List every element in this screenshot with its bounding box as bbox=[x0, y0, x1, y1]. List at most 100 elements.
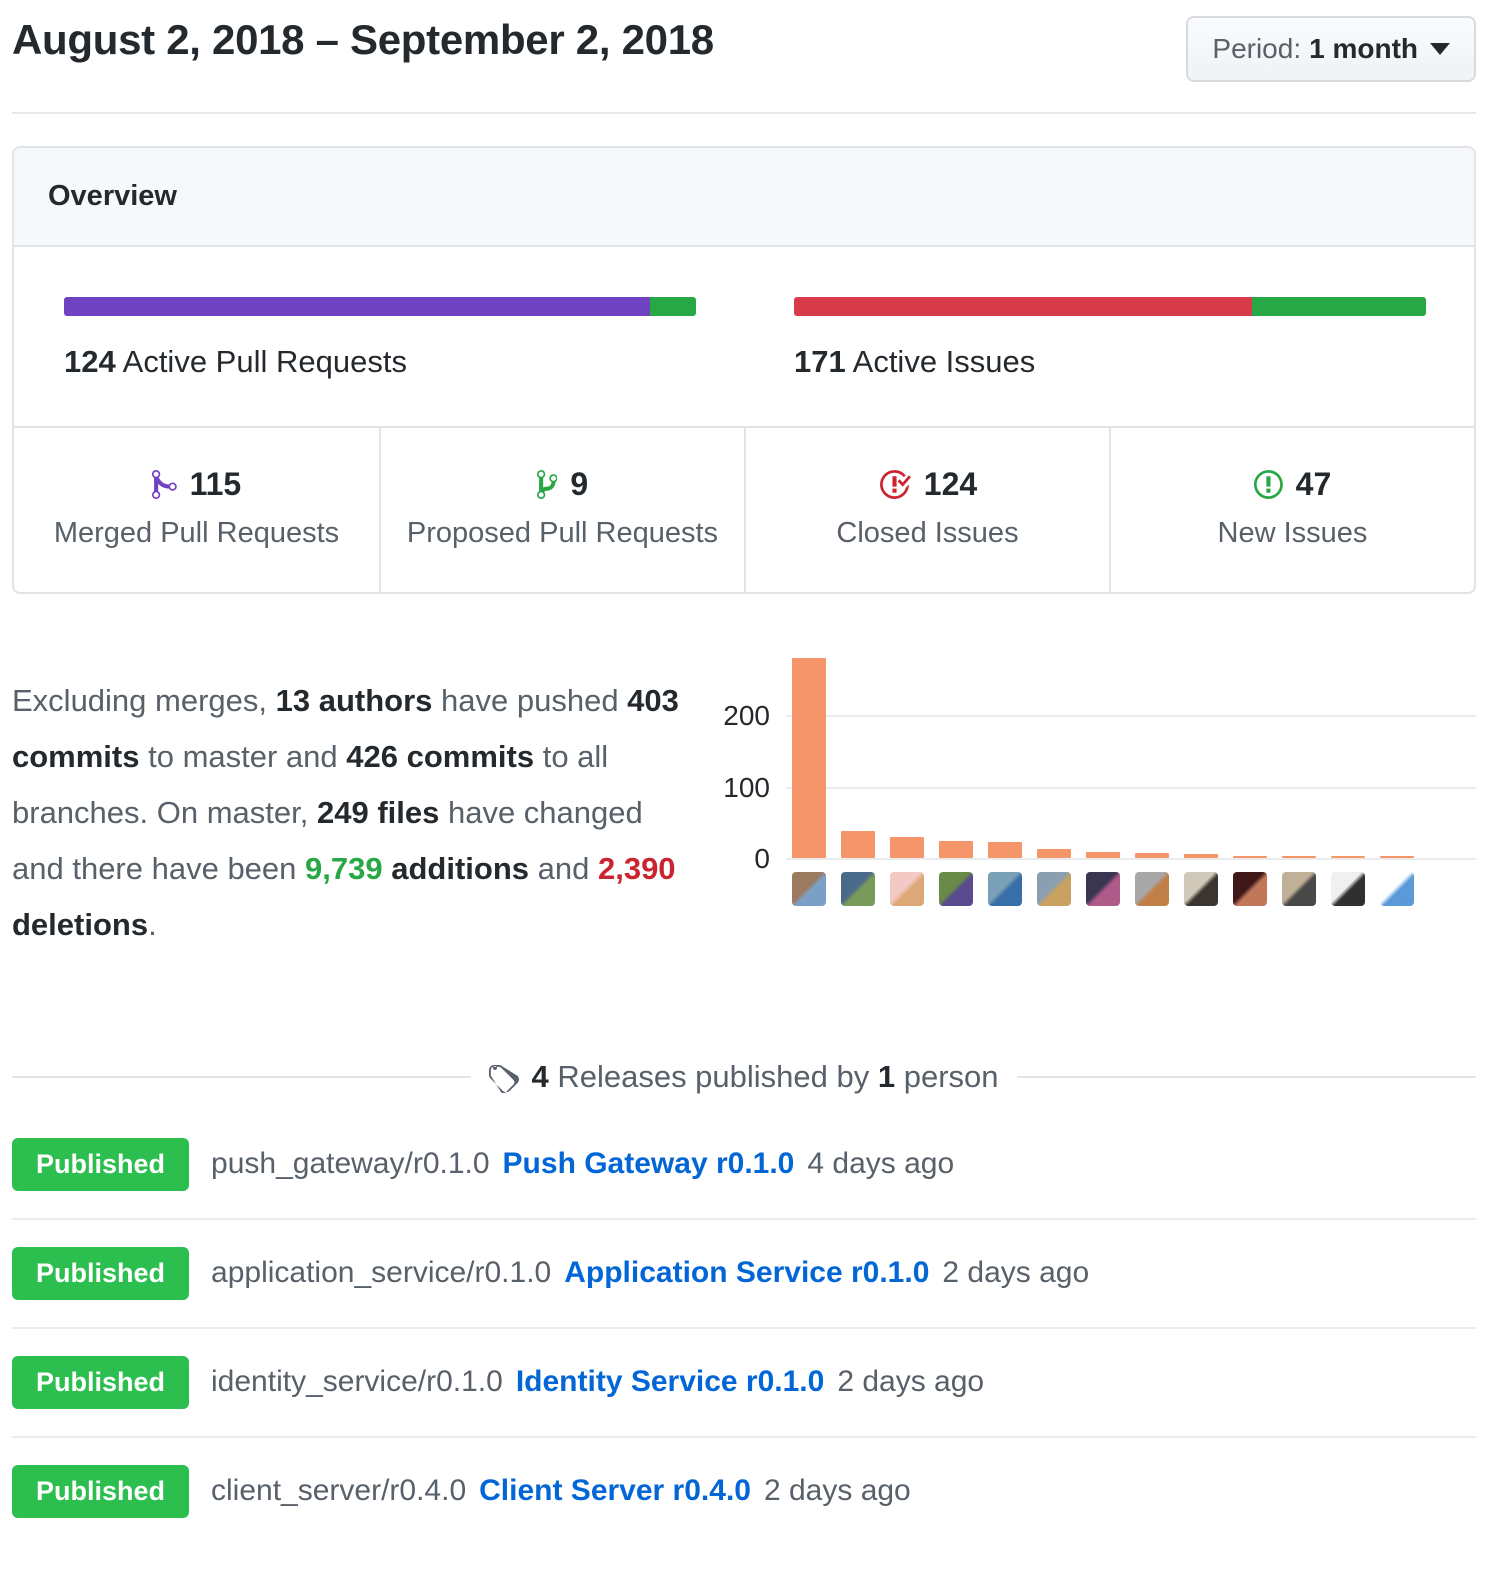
published-badge: Published bbox=[12, 1464, 190, 1518]
commit-chart-plot: 0 100 200 bbox=[723, 652, 1476, 874]
topbar: August 2, 2018 – September 2, 2018 Perio… bbox=[12, 16, 1476, 114]
release-timestamp: 2 days ago bbox=[763, 1474, 911, 1508]
stat-new-value: 47 bbox=[1121, 466, 1464, 503]
release-link[interactable]: Client Server r0.4.0 bbox=[479, 1474, 751, 1508]
releases-heading-segment: 4 bbox=[531, 1058, 549, 1094]
author-avatars-row bbox=[792, 872, 1476, 906]
summary-segment bbox=[383, 851, 392, 886]
author-avatar-11[interactable] bbox=[1282, 872, 1316, 906]
stat-proposed-label: Proposed Pull Requests bbox=[406, 517, 719, 549]
commit-bar-author-9 bbox=[1184, 854, 1218, 858]
author-avatar-12[interactable] bbox=[1331, 872, 1365, 906]
commit-bar-author-2 bbox=[841, 830, 875, 858]
commit-bar-author-8 bbox=[1135, 853, 1169, 858]
closed-issues-segment bbox=[794, 297, 1253, 316]
release-tag-name: push_gateway/r0.1.0 bbox=[211, 1147, 490, 1181]
releases-heading-segment: Releases published by bbox=[548, 1058, 878, 1094]
stat-merged-number: 115 bbox=[189, 466, 242, 502]
summary-segment: 403 commits bbox=[12, 683, 679, 775]
issues-label: 171 Active Issues bbox=[794, 344, 1426, 380]
summary-segment: 13 authors bbox=[275, 683, 433, 718]
stat-closed-number: 124 bbox=[923, 466, 978, 502]
stat-closed-value: 124 bbox=[756, 466, 1099, 503]
stat-merged-value: 115 bbox=[24, 466, 369, 503]
summary-segment: deletions bbox=[12, 907, 149, 943]
stat-new-number: 47 bbox=[1295, 466, 1332, 502]
pull-requests-text: Active Pull Requests bbox=[122, 344, 407, 379]
release-list: Published push_gateway/r0.1.0 Push Gatew… bbox=[12, 1111, 1476, 1545]
stats-row: 115 Merged Pull Requests 9 Proposed Pull… bbox=[14, 426, 1474, 592]
releases-heading-segment: 1 bbox=[877, 1058, 896, 1094]
caret-down-icon bbox=[1430, 43, 1450, 55]
summary-segment: to all branches. On master, bbox=[12, 739, 609, 831]
author-avatar-7[interactable] bbox=[1086, 872, 1120, 906]
git-branch-icon bbox=[536, 470, 558, 499]
published-badge: Published bbox=[12, 1355, 190, 1409]
tag-icon bbox=[489, 1064, 520, 1093]
release-text: application_service/r0.1.0 Application S… bbox=[211, 1256, 1089, 1290]
commits-per-author-chart: 0 100 200 bbox=[712, 642, 1476, 985]
author-avatar-8[interactable] bbox=[1135, 872, 1169, 906]
release-tag-name: client_server/r0.4.0 bbox=[211, 1474, 467, 1508]
issues-progress-bar bbox=[794, 297, 1426, 316]
heading-divider-right bbox=[1016, 1075, 1476, 1078]
commit-bars bbox=[792, 657, 1414, 858]
heading-divider-left bbox=[12, 1075, 472, 1078]
releases-heading-content: 4 Releases published by 1 person bbox=[489, 1058, 999, 1095]
commit-bar-author-1 bbox=[792, 657, 826, 858]
releases-heading: 4 Releases published by 1 person bbox=[12, 1059, 1476, 1095]
issue-opened-icon bbox=[1253, 470, 1283, 499]
overview-card-header: Overview bbox=[14, 148, 1474, 247]
commit-bar-author-10 bbox=[1233, 855, 1267, 858]
commit-bar-author-4 bbox=[939, 840, 973, 858]
commit-bar-author-3 bbox=[890, 836, 924, 858]
commit-bar-author-7 bbox=[1086, 852, 1120, 858]
y-axis-tick-200: 200 bbox=[723, 700, 770, 731]
author-avatar-10[interactable] bbox=[1233, 872, 1267, 906]
commit-bar-author-11 bbox=[1282, 856, 1316, 858]
author-avatar-5[interactable] bbox=[988, 872, 1022, 906]
release-text: identity_service/r0.1.0 Identity Service… bbox=[211, 1365, 984, 1399]
author-avatar-6[interactable] bbox=[1037, 872, 1071, 906]
period-dropdown-button[interactable]: Period: 1 month bbox=[1186, 16, 1476, 82]
issue-closed-icon bbox=[879, 470, 911, 499]
release-link[interactable]: Application Service r0.1.0 bbox=[564, 1256, 930, 1290]
pull-requests-label: 124 Active Pull Requests bbox=[64, 344, 696, 380]
published-badge: Published bbox=[12, 1246, 190, 1300]
gridline-0 bbox=[786, 858, 1476, 860]
summary-segment: Excluding merges, bbox=[12, 683, 276, 718]
stat-proposed-number: 9 bbox=[570, 466, 589, 502]
release-row: Published push_gateway/r0.1.0 Push Gatew… bbox=[12, 1111, 1476, 1218]
releases-heading-segment: person bbox=[895, 1058, 999, 1094]
stat-new-label: New Issues bbox=[1217, 517, 1368, 549]
overview-card: Overview 124 Active Pull Requests 17 bbox=[12, 146, 1476, 594]
commit-bar-author-12 bbox=[1331, 856, 1365, 858]
release-timestamp: 2 days ago bbox=[942, 1256, 1090, 1290]
issues-cell: 171 Active Issues bbox=[744, 247, 1474, 426]
summary-section: Excluding merges, 13 authors have pushed… bbox=[12, 642, 1476, 985]
release-row: Published client_server/r0.4.0 Client Se… bbox=[12, 1435, 1476, 1545]
release-tag-name: application_service/r0.1.0 bbox=[211, 1256, 552, 1290]
author-avatar-2[interactable] bbox=[841, 872, 875, 906]
release-link[interactable]: Identity Service r0.1.0 bbox=[515, 1365, 825, 1399]
release-row: Published identity_service/r0.1.0 Identi… bbox=[12, 1326, 1476, 1436]
author-avatar-4[interactable] bbox=[939, 872, 973, 906]
y-axis-tick-0: 0 bbox=[754, 843, 770, 874]
new-issues-segment bbox=[1252, 297, 1426, 316]
author-avatar-3[interactable] bbox=[890, 872, 924, 906]
issues-count: 171 bbox=[794, 344, 846, 379]
release-link[interactable]: Push Gateway r0.1.0 bbox=[502, 1147, 795, 1181]
author-avatar-9[interactable] bbox=[1184, 872, 1218, 906]
stat-merged-pull-requests: 115 Merged Pull Requests bbox=[14, 428, 379, 592]
stat-proposed-pull-requests: 9 Proposed Pull Requests bbox=[379, 428, 744, 592]
commit-bar-author-5 bbox=[988, 842, 1022, 858]
pull-requests-count: 124 bbox=[64, 344, 116, 379]
release-timestamp: 2 days ago bbox=[837, 1365, 985, 1399]
author-avatar-1[interactable] bbox=[792, 872, 826, 906]
author-avatar-13[interactable] bbox=[1380, 872, 1414, 906]
release-tag-name: identity_service/r0.1.0 bbox=[211, 1365, 503, 1399]
summary-segment: . bbox=[148, 907, 157, 943]
summary-segment: 9,739 bbox=[305, 851, 383, 887]
release-text: client_server/r0.4.0 Client Server r0.4.… bbox=[211, 1474, 911, 1508]
issues-text: Active Issues bbox=[852, 344, 1036, 379]
